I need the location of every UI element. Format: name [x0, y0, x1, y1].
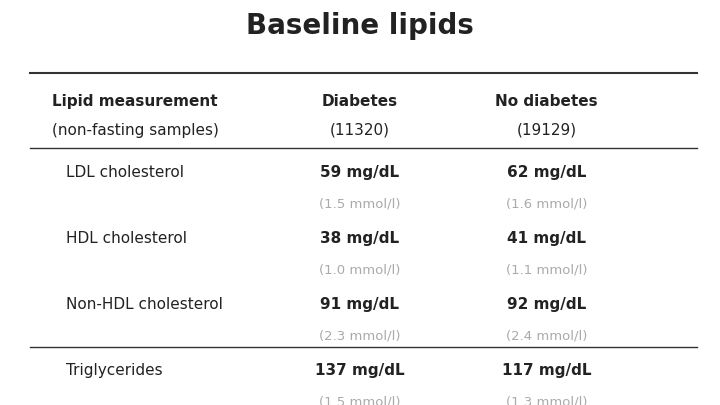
Text: (1.5 mmol/l): (1.5 mmol/l) [319, 395, 401, 405]
Text: Baseline lipids: Baseline lipids [246, 12, 474, 40]
Text: 59 mg/dL: 59 mg/dL [320, 165, 400, 180]
Text: 62 mg/dL: 62 mg/dL [507, 165, 586, 180]
Text: (1.0 mmol/l): (1.0 mmol/l) [319, 263, 401, 276]
Text: HDL cholesterol: HDL cholesterol [66, 231, 187, 246]
Text: Triglycerides: Triglycerides [66, 363, 163, 378]
Text: (1.1 mmol/l): (1.1 mmol/l) [505, 263, 588, 276]
Text: Diabetes: Diabetes [322, 94, 398, 109]
Text: 92 mg/dL: 92 mg/dL [507, 297, 586, 312]
Text: (11320): (11320) [330, 123, 390, 138]
Text: 38 mg/dL: 38 mg/dL [320, 231, 400, 246]
Text: 41 mg/dL: 41 mg/dL [507, 231, 586, 246]
Text: 117 mg/dL: 117 mg/dL [502, 363, 591, 378]
Text: (19129): (19129) [516, 123, 577, 138]
Text: (1.5 mmol/l): (1.5 mmol/l) [319, 198, 401, 211]
Text: No diabetes: No diabetes [495, 94, 598, 109]
Text: (1.6 mmol/l): (1.6 mmol/l) [505, 198, 588, 211]
Text: (2.3 mmol/l): (2.3 mmol/l) [319, 329, 401, 342]
Text: LDL cholesterol: LDL cholesterol [66, 165, 184, 180]
Text: 91 mg/dL: 91 mg/dL [320, 297, 400, 312]
Text: Lipid measurement: Lipid measurement [52, 94, 217, 109]
Text: (non-fasting samples): (non-fasting samples) [52, 123, 218, 138]
Text: 137 mg/dL: 137 mg/dL [315, 363, 405, 378]
Text: Non-HDL cholesterol: Non-HDL cholesterol [66, 297, 222, 312]
Text: (2.4 mmol/l): (2.4 mmol/l) [505, 329, 588, 342]
Text: (1.3 mmol/l): (1.3 mmol/l) [505, 395, 588, 405]
